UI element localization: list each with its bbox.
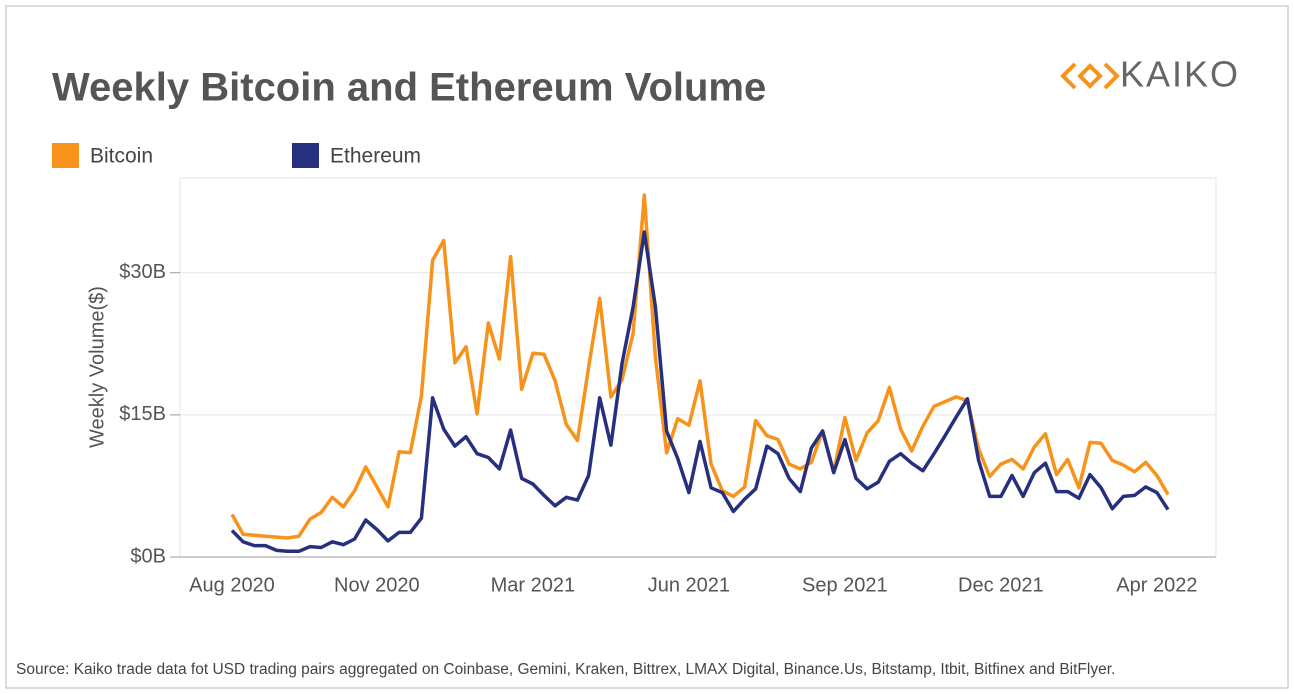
y-tick-label: $30B	[119, 261, 166, 283]
frame	[5, 5, 1289, 689]
y-tick-label: $0B	[130, 545, 166, 567]
legend-label: Ethereum	[330, 145, 421, 168]
legend-swatch	[292, 143, 319, 168]
x-tick-label: Mar 2021	[491, 574, 576, 596]
source-note: Source: Kaiko trade data fot USD trading…	[16, 661, 1115, 678]
logo-icon	[1060, 62, 1120, 90]
legend-swatch	[52, 143, 79, 168]
chart-title: Weekly Bitcoin and Ethereum Volume	[52, 66, 766, 110]
x-tick-label: Jun 2021	[648, 574, 730, 596]
x-tick-label: Apr 2022	[1116, 574, 1197, 596]
y-axis-label: Weekly Volume($)	[86, 286, 108, 448]
logo-text: KAIKO	[1120, 54, 1240, 95]
x-tick-label: Dec 2021	[958, 574, 1044, 596]
series-line	[230, 193, 1170, 540]
y-tick-label: $15B	[119, 403, 166, 425]
x-tick-label: Aug 2020	[189, 574, 275, 596]
legend-label: Bitcoin	[90, 145, 153, 168]
x-tick-label: Sep 2021	[802, 574, 888, 596]
x-tick-label: Nov 2020	[334, 574, 420, 596]
series-line	[230, 230, 1170, 554]
